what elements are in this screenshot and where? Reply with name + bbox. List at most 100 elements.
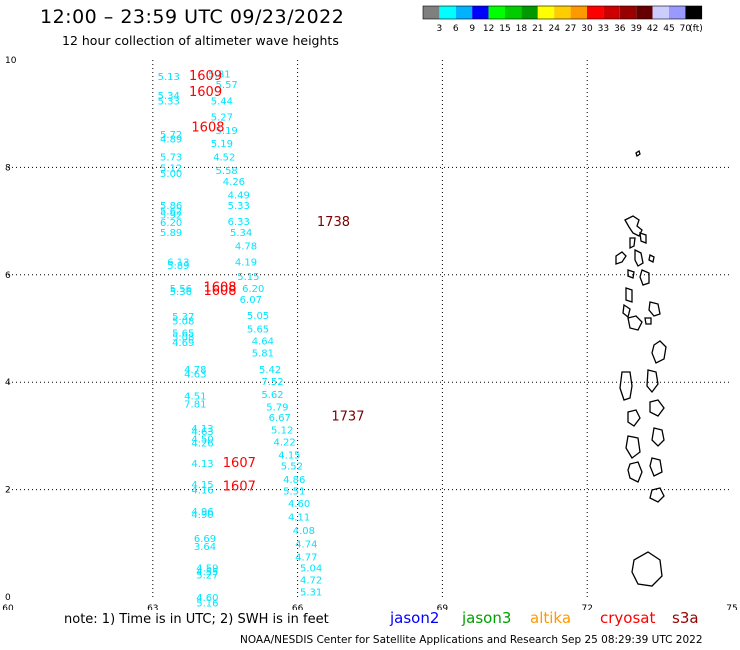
island-shape bbox=[649, 399, 665, 417]
wave-height-plot: 3 6 9 12 15 18 21 24 27 30 33 36 39 42 45 70(ft) 60 63 66… bbox=[2, 5, 738, 610]
scale-swatch bbox=[537, 6, 555, 19]
scale-label: 30 bbox=[581, 24, 593, 34]
island-shape bbox=[619, 371, 633, 401]
swh-value: 4.52 bbox=[213, 153, 235, 164]
swh-value: 5.04 bbox=[300, 563, 322, 574]
swh-value: 6.20 bbox=[242, 284, 264, 295]
scale-label: 70 bbox=[680, 24, 692, 34]
scale-label: 45 bbox=[663, 24, 674, 34]
x-tick-label: 66 bbox=[292, 604, 304, 610]
y-tick-label: 6 bbox=[5, 271, 11, 281]
swh-value: 6.33 bbox=[228, 217, 250, 228]
swh-value: 5.08 bbox=[172, 316, 194, 327]
coastline-islands bbox=[615, 149, 667, 587]
swh-value: 5.31 bbox=[300, 588, 322, 599]
swh-value: 5.15 bbox=[237, 272, 259, 283]
scale-swatch bbox=[570, 6, 587, 19]
swh-value: 4.08 bbox=[293, 526, 315, 537]
swh-value: 5.62 bbox=[160, 206, 182, 217]
island-shape bbox=[644, 317, 652, 325]
scale-label: 12 bbox=[483, 24, 494, 34]
swh-value: 3.64 bbox=[194, 542, 216, 553]
legend-item-cryosat: cryosat bbox=[600, 609, 656, 627]
scale-swatch bbox=[685, 6, 702, 19]
swh-value: 5.05 bbox=[247, 311, 269, 322]
pass-time-label: 1608 bbox=[191, 121, 224, 136]
swh-value: 4.16 bbox=[191, 486, 213, 497]
swh-value: 5.19 bbox=[216, 126, 238, 137]
island-shape bbox=[649, 457, 663, 477]
swh-value: 5.92 bbox=[160, 211, 182, 222]
swh-value: 5.79 bbox=[266, 402, 288, 413]
chart-subtitle: 12 hour collection of altimeter wave hei… bbox=[62, 33, 339, 48]
island-shape bbox=[634, 248, 644, 267]
swh-value: 4.15 bbox=[278, 451, 300, 462]
scale-swatch bbox=[652, 6, 669, 19]
swh-value: 5.12 bbox=[271, 425, 293, 436]
swh-value: 4.78 bbox=[184, 365, 206, 376]
scale-swatch bbox=[455, 6, 473, 19]
swh-value: 4.15 bbox=[191, 480, 213, 491]
scale-swatch bbox=[472, 6, 489, 19]
scale-swatch bbox=[521, 6, 538, 19]
swh-value: 7.52 bbox=[261, 377, 283, 388]
swh-value: 5.56 bbox=[170, 284, 192, 295]
y-tick-label: 4 bbox=[5, 378, 11, 388]
scale-swatch bbox=[505, 6, 522, 19]
swh-value: 5.65 bbox=[172, 328, 194, 339]
swh-value: 4.51 bbox=[184, 392, 206, 403]
swh-value: 5.42 bbox=[259, 365, 281, 376]
island-shape bbox=[649, 487, 665, 503]
swh-value: 4.22 bbox=[273, 437, 295, 448]
swh-value: 5.86 bbox=[160, 201, 182, 212]
swh-value: 5.27 bbox=[211, 112, 233, 123]
island-shape bbox=[627, 409, 641, 427]
swh-value: 5.08 bbox=[172, 333, 194, 344]
x-tick-label: 75 bbox=[726, 604, 737, 610]
swh-value: 5.27 bbox=[196, 570, 218, 581]
island-shape bbox=[622, 303, 631, 319]
island-shape bbox=[627, 269, 635, 279]
swh-value: 4.72 bbox=[300, 575, 322, 586]
swh-value: 4.90 bbox=[191, 510, 213, 521]
legend-item-jason2: jason2 bbox=[390, 609, 440, 627]
swh-value: 5.34 bbox=[230, 228, 252, 239]
island-shape bbox=[646, 369, 659, 394]
swh-value: 4.89 bbox=[160, 134, 182, 145]
y-tick-label: 10 bbox=[5, 56, 17, 66]
swh-value: 4.96 bbox=[191, 507, 213, 518]
pass-time-label: 1608 bbox=[203, 284, 236, 299]
y-tick-label: 2 bbox=[5, 486, 11, 496]
swh-value: 5.57 bbox=[216, 80, 238, 91]
legend-item-altika: altika bbox=[530, 609, 572, 627]
swh-value: 4.26 bbox=[191, 438, 213, 449]
swh-value: 5.52 bbox=[281, 461, 303, 472]
swh-value: 4.63 bbox=[184, 370, 206, 381]
swh-value: 6.07 bbox=[240, 295, 262, 306]
scale-frame bbox=[422, 5, 703, 20]
swh-value: 6.13 bbox=[167, 257, 189, 268]
island-shape bbox=[651, 427, 665, 447]
island-shape bbox=[639, 232, 647, 244]
island-shape bbox=[648, 301, 661, 317]
x-tick-label: 63 bbox=[147, 604, 158, 610]
swh-value: 5.16 bbox=[196, 598, 218, 609]
pass-time-label: 1609 bbox=[189, 69, 222, 84]
swh-value: 5.44 bbox=[211, 96, 233, 107]
pass-time-label: 1737 bbox=[331, 409, 364, 424]
island-shape bbox=[627, 461, 643, 483]
swh-value: 6.67 bbox=[269, 413, 291, 424]
scale-label: 33 bbox=[598, 24, 609, 34]
chart-title: 12:00 – 23:59 UTC 09/23/2022 bbox=[40, 6, 345, 28]
swh-value: 5.58 bbox=[216, 166, 238, 177]
swh-value: 4.64 bbox=[252, 336, 274, 347]
swh-value: 6.20 bbox=[160, 218, 182, 229]
swh-value: 5.81 bbox=[252, 349, 274, 360]
swh-value: 5.19 bbox=[211, 139, 233, 150]
swh-value: 5.51 bbox=[283, 487, 305, 498]
swh-value: 5.89 bbox=[167, 261, 189, 272]
swh-value: 4.55 bbox=[196, 567, 218, 578]
footer-note: note: 1) Time is in UTC; 2) SWH is in fe… bbox=[64, 612, 329, 627]
scale-label: 36 bbox=[614, 24, 626, 34]
scale-swatch bbox=[423, 6, 440, 19]
